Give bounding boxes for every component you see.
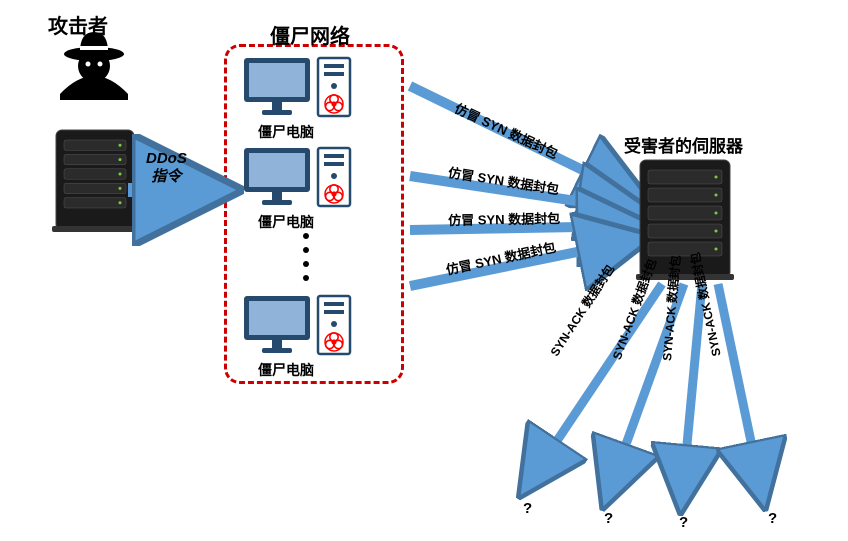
synack-arrow-0 <box>528 284 662 484</box>
victim-server-icon <box>636 160 734 280</box>
attacker-server-icon <box>52 130 138 232</box>
ellipsis-dot <box>303 233 309 239</box>
zombie-pc-0 <box>244 58 350 116</box>
syn-arrow-3 <box>410 240 636 286</box>
zombie-pc-2 <box>244 296 350 354</box>
ellipsis-dot <box>303 275 309 281</box>
syn-arrow-2 <box>410 226 636 230</box>
diagram-svg <box>0 0 848 541</box>
zombie-pc-1 <box>244 148 350 206</box>
synack-arrow-2 <box>682 284 702 498</box>
ellipsis-dot <box>303 247 309 253</box>
ellipsis-dot <box>303 261 309 267</box>
attacker-icon <box>60 32 128 100</box>
synack-arrow-3 <box>718 284 762 494</box>
